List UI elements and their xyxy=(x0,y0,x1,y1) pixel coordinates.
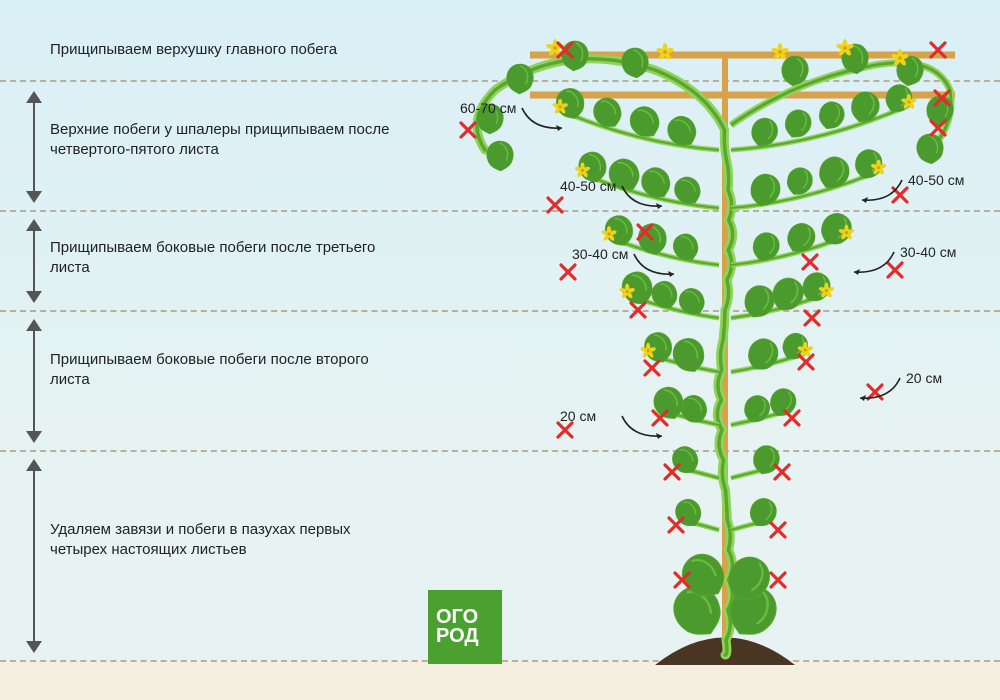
ogorod-logo: ОГОРОД xyxy=(428,590,502,664)
logo-line2: РОД xyxy=(436,627,479,646)
prune-x-icon xyxy=(888,263,902,277)
prune-x-icon xyxy=(771,523,785,537)
measurement-label: 30-40 см xyxy=(572,246,628,262)
prune-x-icon xyxy=(805,311,819,325)
prune-x-icon xyxy=(558,423,572,437)
measurement-label: 20 см xyxy=(560,408,596,424)
prune-x-icon xyxy=(631,303,645,317)
measurement-label: 40-50 см xyxy=(560,178,616,194)
prune-x-icon xyxy=(803,255,817,269)
prune-x-icon xyxy=(799,355,813,369)
prune-x-icon xyxy=(548,198,562,212)
measurement-label: 30-40 см xyxy=(900,244,956,260)
measurement-label: 60-70 см xyxy=(460,100,516,116)
prune-x-icon xyxy=(665,465,679,479)
prune-x-icon xyxy=(771,573,785,587)
prune-x-icon xyxy=(669,518,683,532)
prune-x-icon xyxy=(775,465,789,479)
prune-x-icon xyxy=(561,265,575,279)
measurement-label: 20 см xyxy=(906,370,942,386)
measurement-label: 40-50 см xyxy=(908,172,964,188)
prune-x-icon xyxy=(785,411,799,425)
prune-x-icon xyxy=(645,361,659,375)
